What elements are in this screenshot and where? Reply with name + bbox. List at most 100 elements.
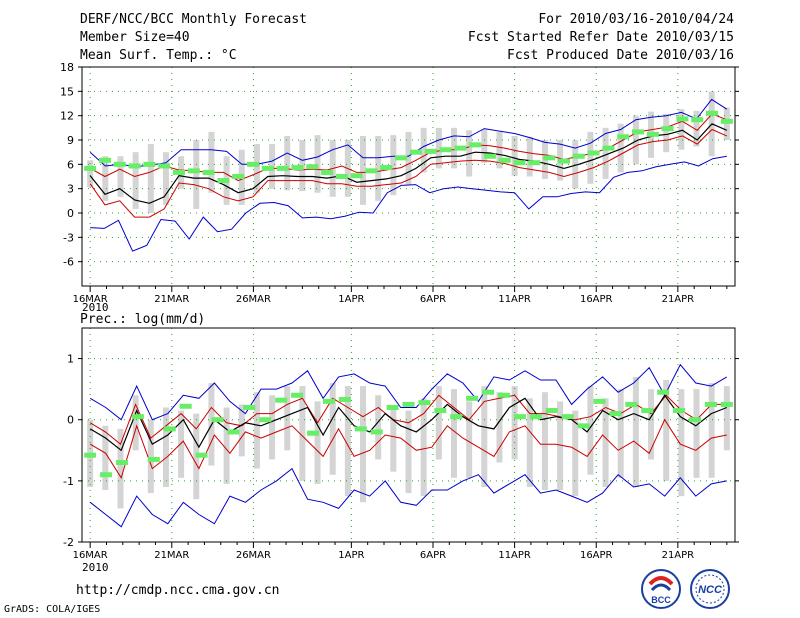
temp-marker	[661, 126, 674, 132]
prec-spread-bar	[329, 383, 336, 475]
temp-marker	[84, 165, 97, 171]
prec-marker	[577, 423, 590, 429]
prec-spread-bar	[253, 392, 260, 469]
prec-spread-bar	[178, 410, 185, 478]
prec-marker	[370, 429, 383, 435]
temp-spread-bar	[405, 131, 412, 185]
temp-spread-bar	[526, 136, 533, 177]
prec-marker	[498, 392, 511, 398]
bcc-logo-text: BCC	[651, 595, 671, 605]
prec-spread-bar	[102, 425, 109, 491]
prec-frame	[81, 327, 736, 543]
prec-marker	[291, 392, 304, 398]
prec-spread-bar	[375, 395, 382, 460]
temp-spread-bar	[481, 129, 488, 163]
temp-marker	[158, 163, 171, 169]
temp-xtick-label: 6APR	[420, 294, 446, 305]
temp-marker	[395, 155, 408, 161]
temp-marker	[469, 142, 482, 148]
temp-ytick-label: -3	[63, 231, 74, 244]
prec-marker	[545, 408, 558, 414]
temp-spread-bar	[132, 152, 139, 209]
prec-ytick-label: -1	[63, 475, 74, 488]
temp-ytick-label: 18	[60, 61, 74, 74]
prec-marker	[386, 404, 399, 410]
prec-spread-bar	[693, 389, 700, 478]
prec-marker	[720, 401, 733, 407]
temp-marker	[187, 168, 200, 174]
ncc-logo-text: NCC	[698, 584, 723, 596]
temp-marker	[291, 165, 304, 171]
prec-marker	[338, 397, 351, 403]
temp-spread-bar	[450, 127, 457, 169]
temp-spread-bar	[147, 144, 154, 213]
prec-marker	[466, 395, 479, 401]
temp-marker	[498, 157, 511, 163]
forecast-period-label: For 2010/03/16-2010/04/24	[538, 12, 734, 27]
forecast-produced-label: Fcst Produced Date 2010/03/16	[507, 48, 734, 63]
prec-marker	[84, 452, 97, 458]
prec-spread-bar	[541, 392, 548, 491]
prec-marker	[227, 429, 240, 435]
temp-marker	[143, 161, 156, 167]
temp-spread-bar	[602, 127, 609, 179]
prec-ytick-label: -2	[63, 536, 74, 549]
footer-url[interactable]: http://cmdp.ncc.cma.gov.cn	[76, 583, 280, 598]
temp-spread-bar	[572, 140, 579, 189]
prec-spread-bar	[572, 410, 579, 497]
prec-marker	[434, 408, 447, 414]
temp-xtick-label: 16APR	[580, 294, 613, 305]
temp-spread-bar	[87, 160, 94, 188]
prec-xtick-label: 21MAR	[154, 550, 189, 561]
temp-spread-bar	[253, 144, 260, 193]
prec-marker	[450, 414, 463, 420]
temp-marker	[543, 155, 556, 161]
prec-spread-bar	[162, 407, 169, 487]
temp-ytick-label: -6	[63, 256, 74, 269]
temp-line-min	[90, 155, 727, 252]
prec-spread-bar	[360, 386, 367, 503]
prec-spread-bar	[723, 386, 730, 451]
temp-marker	[646, 131, 659, 137]
temp-marker	[706, 110, 719, 116]
temp-spread-bar	[314, 135, 321, 193]
temp-spread-bar	[617, 123, 624, 173]
prec-marker	[657, 389, 670, 395]
temp-marker	[454, 145, 467, 151]
prec-spread-bar	[390, 407, 397, 472]
prec-xtick-label: 26MAR	[236, 550, 271, 561]
temp-marker	[720, 118, 733, 124]
temp-frame	[81, 66, 736, 287]
temp-marker	[202, 169, 215, 175]
bcc-logo: BCC	[640, 568, 682, 610]
prec-marker	[131, 414, 144, 420]
member-size-label: Member Size=40	[80, 30, 190, 45]
prec-spread-bar	[117, 428, 124, 509]
prec-marker	[179, 403, 192, 409]
temp-spread-bar	[496, 131, 503, 169]
temp-spread-bar	[193, 140, 200, 209]
temp-marker	[217, 178, 230, 184]
temp-spread-bar	[663, 114, 670, 153]
temp-ytick-label: 12	[60, 110, 74, 123]
prec-xtick-label: 11APR	[498, 550, 531, 561]
temp-marker	[513, 160, 526, 166]
prec-marker	[704, 401, 717, 407]
temp-spread-bar	[162, 152, 169, 205]
temp-spread-bar	[390, 135, 397, 196]
temp-spread-bar	[284, 135, 291, 191]
temp-ytick-label: 9	[67, 134, 74, 147]
prec-line-max	[89, 363, 728, 421]
prec-spread-bar	[526, 398, 533, 487]
prec-spread-bar	[132, 395, 139, 451]
temp-marker	[617, 134, 630, 140]
prec-marker	[306, 430, 319, 436]
prec-xtick-label: 16APR	[580, 550, 613, 561]
temperature-axis-title: Mean Surf. Temp.: °C	[80, 48, 237, 63]
year-label-top: 2010	[82, 301, 109, 314]
prec-marker	[529, 414, 542, 420]
prec-marker	[609, 411, 622, 417]
temp-marker	[528, 160, 541, 166]
prec-spread-bar	[405, 410, 412, 494]
